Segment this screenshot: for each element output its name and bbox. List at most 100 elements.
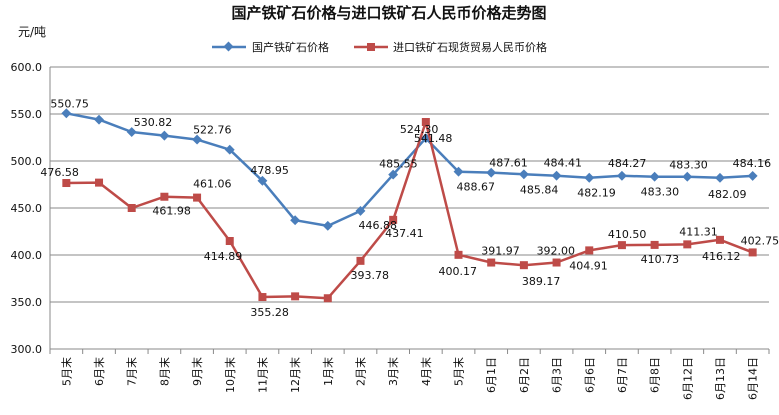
data-point (126, 127, 137, 137)
y-tick-label: 400.0 (11, 249, 43, 262)
data-point (715, 235, 724, 244)
data-point (683, 240, 692, 249)
data-point (584, 172, 595, 183)
x-tick-label: 6月6日 (583, 357, 596, 393)
y-tick-labels: 300.0 350.0 400.0 450.0 500.0 550.0 600.0 (11, 61, 43, 356)
data-point (617, 241, 626, 250)
x-tick-label: 10月末 (223, 357, 237, 393)
data-label: 355.28 (250, 306, 289, 319)
data-point (487, 258, 496, 267)
x-tick-label: 1月末 (321, 357, 335, 386)
y-tick-label: 450.0 (11, 202, 43, 215)
data-point (421, 118, 430, 127)
data-label: 461.06 (193, 178, 232, 191)
data-point (61, 108, 72, 119)
data-label: 530.82 (134, 116, 173, 129)
data-label: 410.73 (641, 253, 680, 266)
data-point (94, 114, 104, 125)
data-point (160, 192, 169, 201)
data-label: 391.97 (481, 245, 520, 258)
y-tick-label: 350.0 (11, 296, 43, 309)
data-point (649, 171, 660, 182)
data-point (389, 215, 398, 224)
data-label: 478.95 (250, 164, 289, 177)
x-tick-label: 12月末 (288, 357, 302, 393)
data-point (616, 170, 627, 181)
data-label: 446.88 (358, 219, 397, 232)
y-tick-label: 600.0 (11, 61, 43, 74)
data-labels: 550.75 530.82 522.76 478.95 446.88 485.55 524.… (40, 97, 779, 319)
data-label: 437.41 (385, 227, 424, 240)
data-label: 483.30 (669, 159, 708, 172)
legend-label-domestic: 国产铁矿石价格 (252, 40, 329, 54)
x-tick-label: 3月末 (386, 357, 400, 386)
x-tick-label: 11月末 (255, 357, 269, 393)
x-tick-label: 6月7日 (616, 357, 629, 393)
chart-title: 国产铁矿石价格与进口铁矿石人民币价格走势图 (231, 4, 546, 22)
data-label: 414.89 (204, 250, 243, 263)
y-tick-label: 500.0 (11, 155, 43, 168)
data-label: 488.67 (457, 181, 496, 194)
data-point (257, 175, 268, 186)
data-point (519, 261, 528, 270)
axes (49, 67, 770, 354)
data-point (747, 170, 758, 181)
x-tick-label: 6月13日 (714, 357, 727, 400)
data-point (95, 178, 104, 187)
series (61, 108, 758, 303)
data-point (192, 134, 203, 145)
data-point (650, 240, 659, 249)
x-tick-label: 6月14日 (747, 357, 760, 400)
data-label: 402.75 (741, 234, 779, 247)
data-point (682, 171, 693, 182)
data-point (356, 256, 365, 265)
data-label: 393.78 (350, 269, 389, 282)
legend-marker-import (367, 43, 375, 51)
data-point (715, 172, 725, 183)
x-tick-label: 9月末 (190, 357, 204, 386)
data-point (453, 166, 464, 177)
data-label: 484.27 (608, 157, 647, 170)
x-tick-label: 6月3日 (551, 357, 564, 393)
data-point (518, 169, 529, 180)
x-tick-label: 6月12日 (681, 357, 694, 400)
data-label: 416.12 (702, 250, 741, 263)
data-point (258, 293, 267, 302)
data-point (62, 179, 71, 188)
data-point (551, 170, 562, 181)
data-label: 392.00 (537, 245, 576, 258)
data-label: 404.91 (569, 259, 608, 272)
y-tick-label: 550.0 (11, 108, 43, 121)
data-point (290, 215, 301, 226)
data-point (224, 144, 235, 155)
data-label: 487.61 (489, 157, 528, 170)
data-label: 482.09 (708, 188, 747, 201)
data-label: 522.76 (193, 124, 232, 137)
data-label: 485.55 (379, 158, 418, 171)
series-line (66, 120, 754, 300)
data-label: 476.58 (40, 166, 79, 179)
legend-label-import: 进口铁矿石现货贸易人民币价格 (393, 40, 547, 54)
data-point (323, 294, 332, 303)
data-label: 461.98 (152, 205, 191, 218)
series-line (66, 112, 753, 228)
data-point (552, 258, 561, 267)
x-tick-label: 6月2日 (518, 357, 531, 393)
x-tick-labels: 5月末 6月末 7月末 8月末 9月末 10月末 11月末 12月末 1月末 2月末 3月末 4月末 5… (59, 357, 759, 400)
x-tick-label: 5月末 (59, 357, 73, 386)
data-point (585, 246, 594, 255)
data-label: 524.30 (400, 123, 439, 136)
data-label: 410.50 (608, 228, 647, 241)
data-label: 484.41 (544, 157, 583, 170)
x-tick-label: 2月末 (353, 357, 367, 386)
data-point (388, 169, 399, 180)
data-label: 482.19 (577, 187, 616, 200)
x-tick-label: 7月末 (125, 357, 139, 386)
legend-marker-domestic (223, 41, 234, 52)
legend: 国产铁矿石价格 进口铁矿石现货贸易人民币价格 (212, 40, 547, 54)
data-point (486, 167, 497, 178)
x-tick-label: 5月末 (452, 357, 466, 386)
x-tick-label: 6月8日 (649, 357, 662, 393)
y-axis-label: 元/吨 (18, 25, 46, 39)
